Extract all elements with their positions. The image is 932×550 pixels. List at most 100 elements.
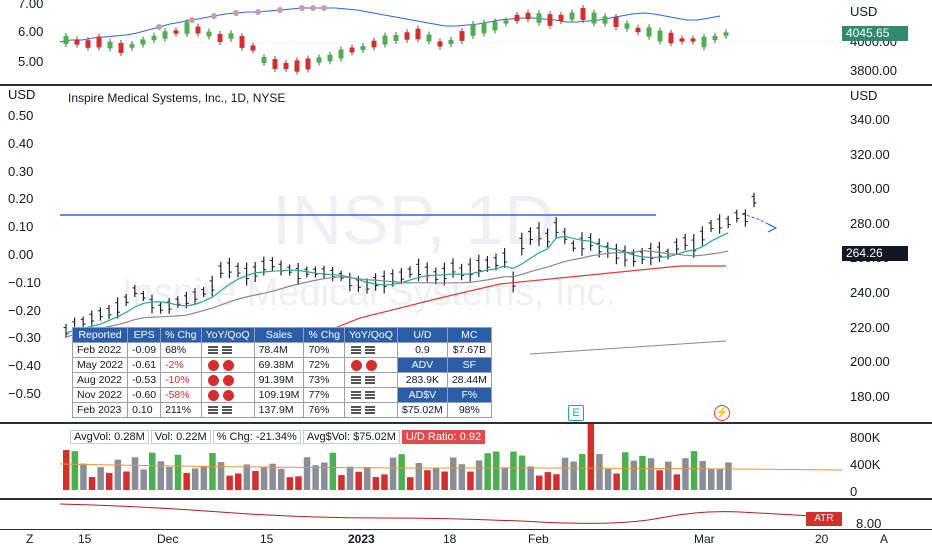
table-right-cell: $7.67B <box>446 342 492 358</box>
volume-right-axis[interactable]: 800K 400K 0 <box>842 424 932 499</box>
volume-bar <box>536 475 543 490</box>
top-pane[interactable] <box>60 0 842 84</box>
eps-trend-cell <box>200 387 255 403</box>
dividend-badge[interactable]: ⚡ <box>714 405 730 421</box>
sales-chg-cell: 76% <box>303 402 345 418</box>
top-candle <box>635 27 641 33</box>
table-header-2: % Chg <box>160 327 202 343</box>
top-candle <box>613 16 619 28</box>
main-left-tick: −0.20 <box>8 302 41 318</box>
top-candle <box>349 47 355 53</box>
zoom-button[interactable]: Z <box>26 532 34 546</box>
main-right-tick: 320.00 <box>850 146 890 162</box>
volume-bar <box>226 475 233 490</box>
top-marker <box>189 17 195 23</box>
volume-pane[interactable] <box>60 424 842 498</box>
time-label: Mar <box>694 532 715 546</box>
volume-bar <box>432 468 440 490</box>
volume-bar <box>97 467 104 490</box>
volume-bar <box>235 473 242 490</box>
top-candle <box>514 14 520 22</box>
top-candle <box>690 38 696 42</box>
top-candle <box>404 32 410 40</box>
top-pane-svg <box>60 5 842 75</box>
bars-icon <box>350 405 361 415</box>
bars-icon <box>350 390 361 400</box>
volume-bar <box>441 471 448 490</box>
top-candle <box>184 22 190 34</box>
volume-bar <box>407 477 414 490</box>
volume-bar <box>140 469 147 490</box>
top-candle <box>338 49 344 59</box>
reported-cell: Aug 2022 <box>71 372 129 388</box>
top-candle <box>162 31 168 39</box>
top-right-axis[interactable]: USD 4000.00 3800.00 <box>842 0 932 84</box>
avg-dollar-vol: Avg$Vol: $75.02M <box>302 430 400 444</box>
volume-bar <box>553 474 560 490</box>
top-left-tick: 6.00 <box>18 24 44 39</box>
earnings-badge[interactable]: E <box>568 405 584 421</box>
top-marker <box>321 5 327 11</box>
volume-bar <box>200 466 208 490</box>
vol-tick: 800K <box>850 430 881 445</box>
volume-bar <box>458 464 466 490</box>
table-right-cell: ADV <box>396 357 448 373</box>
main-right-tick: 180.00 <box>850 388 890 404</box>
volume-bar <box>639 455 646 490</box>
volume-bar <box>501 467 509 490</box>
top-candle <box>679 38 685 42</box>
sales-chg-cell: 77% <box>303 387 345 403</box>
main-pane[interactable] <box>60 86 842 422</box>
main-left-tick: −0.50 <box>8 386 41 401</box>
main-right-tick: 340.00 <box>850 112 890 127</box>
avg-vol: AvgVol: 0.28M <box>70 430 149 444</box>
volume-bar <box>321 462 328 490</box>
arrow-head <box>767 223 778 233</box>
volume-bar <box>622 452 629 490</box>
table-row: Feb 2023 0.10 211% 137.9M 76% $75.02M 98% <box>71 402 492 418</box>
top-left-tick: 5.00 <box>18 54 44 69</box>
sales-trend-cell <box>343 357 398 373</box>
sales-chg-cell: 73% <box>303 372 345 388</box>
main-left-tick: −0.10 <box>8 274 41 290</box>
top-candle <box>547 14 553 26</box>
top-right-unit: USD <box>850 4 878 19</box>
volume-bar <box>467 471 474 490</box>
table-right-cell: 28.44M <box>446 372 492 388</box>
volume-bar <box>708 468 715 490</box>
main-right-unit: USD <box>850 88 878 103</box>
pane-separator[interactable] <box>0 422 932 424</box>
bars-icon <box>364 375 375 385</box>
top-candle <box>536 13 542 23</box>
atr-right-axis[interactable]: 8.00 <box>842 500 932 531</box>
top-candle <box>580 8 586 20</box>
atr-label: ATR <box>806 512 842 526</box>
time-axis-line <box>0 529 932 530</box>
table-header-0: Reported <box>71 327 129 343</box>
volume-bar <box>647 458 655 490</box>
reported-cell: May 2022 <box>71 357 129 373</box>
auto-scale-button[interactable]: A <box>880 532 889 546</box>
top-price-tag: 4045.65 <box>842 26 908 41</box>
volume-bar <box>656 470 663 490</box>
top-marker <box>255 9 261 15</box>
sales-cell: 109.19M <box>253 387 305 403</box>
sales-cell: 78.4M <box>253 342 305 358</box>
volume-bar <box>269 463 276 490</box>
main-right-tick: 240.00 <box>850 285 890 300</box>
top-candle <box>492 21 498 31</box>
pane-separator[interactable] <box>0 84 932 86</box>
table-header-1: EPS <box>127 327 162 343</box>
eps-cell: -0.60 <box>127 387 162 403</box>
top-candle <box>371 40 377 48</box>
time-label: Dec <box>157 532 179 546</box>
top-candle <box>239 36 245 48</box>
pane-separator[interactable] <box>0 498 932 500</box>
red-dot-icon <box>207 389 219 401</box>
main-right-axis[interactable]: USD 340.00320.00300.00280.00260.00240.00… <box>842 86 932 422</box>
top-marker <box>299 5 305 11</box>
atr-pane[interactable] <box>60 500 842 529</box>
table-header-6: YoY/QoQ <box>343 327 398 343</box>
top-candle <box>437 41 443 47</box>
eps-chg-cell: -10% <box>160 372 202 388</box>
